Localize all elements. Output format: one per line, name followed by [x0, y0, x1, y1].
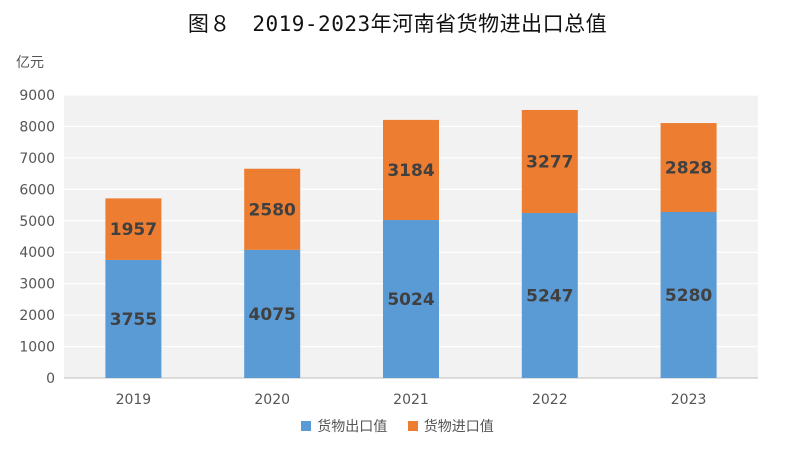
- data-label-2021-series-0: 5024: [387, 290, 434, 310]
- y-tick-label-2000: 2000: [19, 308, 55, 324]
- chart-legend: 货物出口值 货物进口值: [0, 416, 795, 436]
- legend-label-export: 货物出口值: [317, 419, 388, 435]
- data-label-2020-series-1: 2580: [249, 200, 296, 220]
- bar-2019-series-1: [105, 198, 162, 260]
- x-tick-label-2022: 2022: [532, 392, 568, 408]
- y-tick-label-0: 0: [46, 371, 55, 387]
- data-label-2023-series-1: 2828: [665, 159, 712, 179]
- data-label-2019-series-0: 3755: [110, 310, 157, 330]
- bar-2023-series-0: [660, 211, 717, 378]
- y-tick-label-5000: 5000: [19, 214, 55, 230]
- y-tick-label-7000: 7000: [19, 151, 55, 167]
- y-tick-label-8000: 8000: [19, 119, 55, 135]
- y-tick-label-6000: 6000: [19, 182, 55, 198]
- data-label-2022-series-1: 3277: [526, 152, 573, 172]
- data-label-2019-series-1: 1957: [110, 220, 157, 240]
- x-tick-label-2023: 2023: [671, 392, 707, 408]
- legend-label-import: 货物进口值: [423, 419, 494, 435]
- legend-item-export: 货物出口值: [301, 416, 387, 436]
- y-axis-unit-label: 亿元: [16, 55, 44, 71]
- bar-2022-series-0: [521, 213, 578, 378]
- legend-swatch-export: [301, 421, 312, 431]
- x-tick-label-2020: 2020: [254, 392, 290, 408]
- data-label-2022-series-0: 5247: [526, 287, 573, 307]
- data-label-2021-series-1: 3184: [387, 161, 434, 181]
- legend-item-import: 货物进口值: [407, 416, 494, 436]
- x-tick-label-2019: 2019: [116, 392, 152, 408]
- bar-2021-series-0: [383, 220, 439, 378]
- bar-2020-series-0: [244, 249, 301, 378]
- chart-title: 图８ 2019-2023年河南省货物进出口总值: [187, 12, 608, 36]
- y-tick-label-3000: 3000: [19, 277, 55, 293]
- bar-2022-series-1: [521, 109, 578, 214]
- x-tick-label-2021: 2021: [393, 392, 429, 408]
- bar-2021-series-1: [383, 119, 439, 221]
- data-label-2020-series-0: 4075: [249, 305, 296, 325]
- bar-2020-series-1: [244, 168, 301, 250]
- y-tick-label-4000: 4000: [19, 245, 55, 261]
- y-tick-label-9000: 9000: [19, 88, 55, 104]
- y-tick-label-1000: 1000: [19, 340, 55, 356]
- bar-2019-series-0: [105, 259, 162, 378]
- data-label-2023-series-0: 5280: [665, 286, 712, 306]
- bar-2023-series-1: [660, 123, 717, 212]
- legend-swatch-import: [407, 421, 418, 431]
